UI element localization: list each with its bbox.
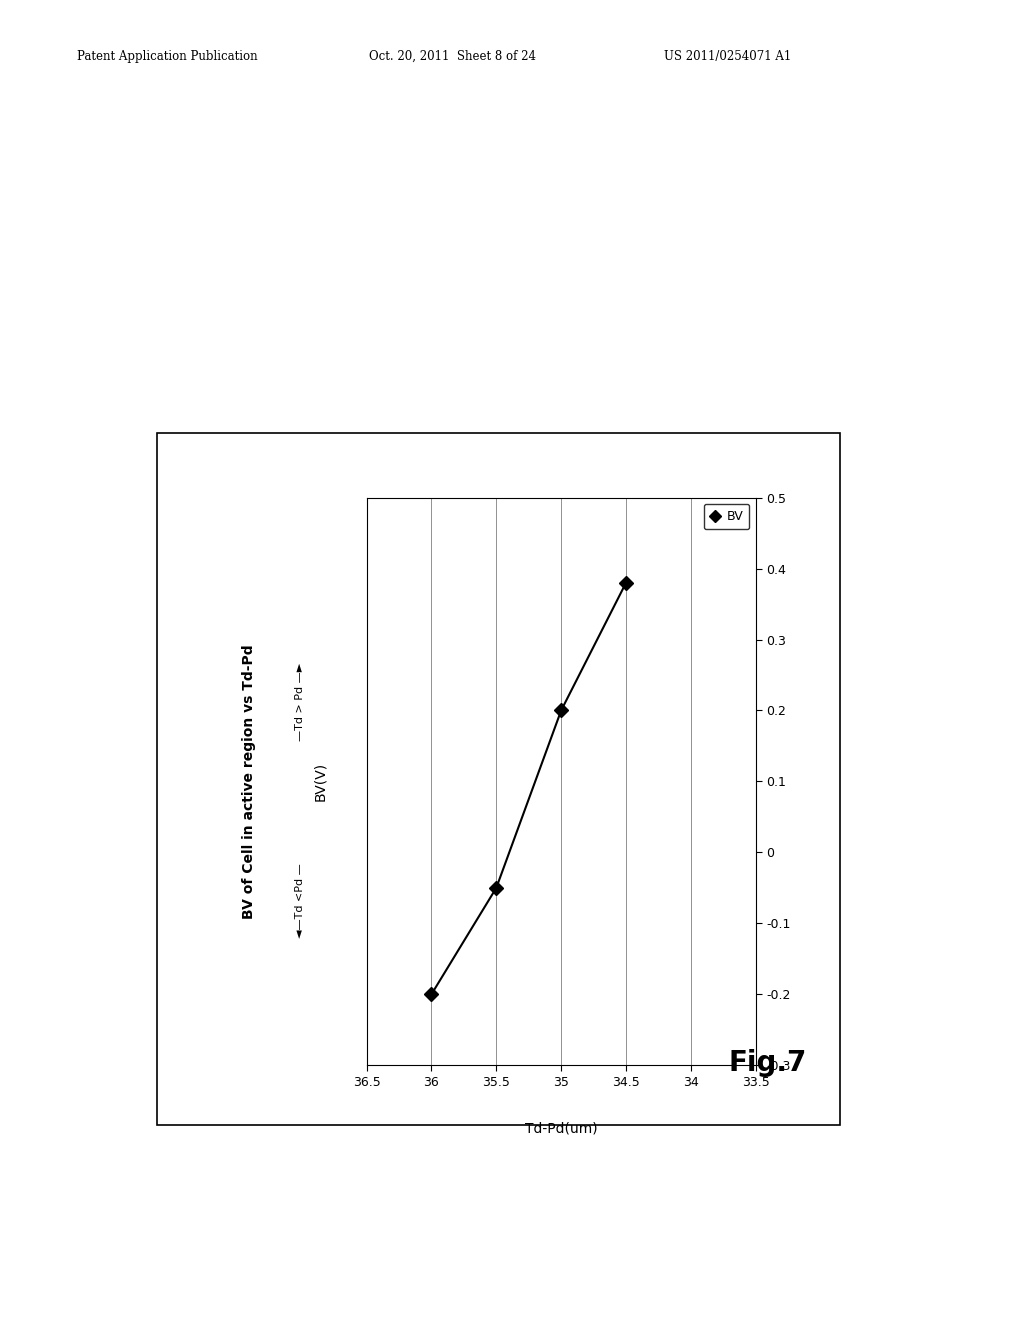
Legend: BV: BV (703, 504, 750, 529)
Text: —Td > Pd —►: —Td > Pd —► (295, 663, 305, 742)
Text: Oct. 20, 2011  Sheet 8 of 24: Oct. 20, 2011 Sheet 8 of 24 (369, 50, 536, 63)
Text: BV(V): BV(V) (313, 762, 328, 801)
Text: BV of Cell in active region vs Td-Pd: BV of Cell in active region vs Td-Pd (242, 644, 256, 919)
Text: US 2011/0254071 A1: US 2011/0254071 A1 (664, 50, 791, 63)
Text: ◄—Td <Pd —: ◄—Td <Pd — (295, 863, 305, 937)
Text: Patent Application Publication: Patent Application Publication (77, 50, 257, 63)
Text: Fig.7: Fig.7 (729, 1048, 807, 1077)
Text: Td-Pd(um): Td-Pd(um) (525, 1122, 597, 1135)
